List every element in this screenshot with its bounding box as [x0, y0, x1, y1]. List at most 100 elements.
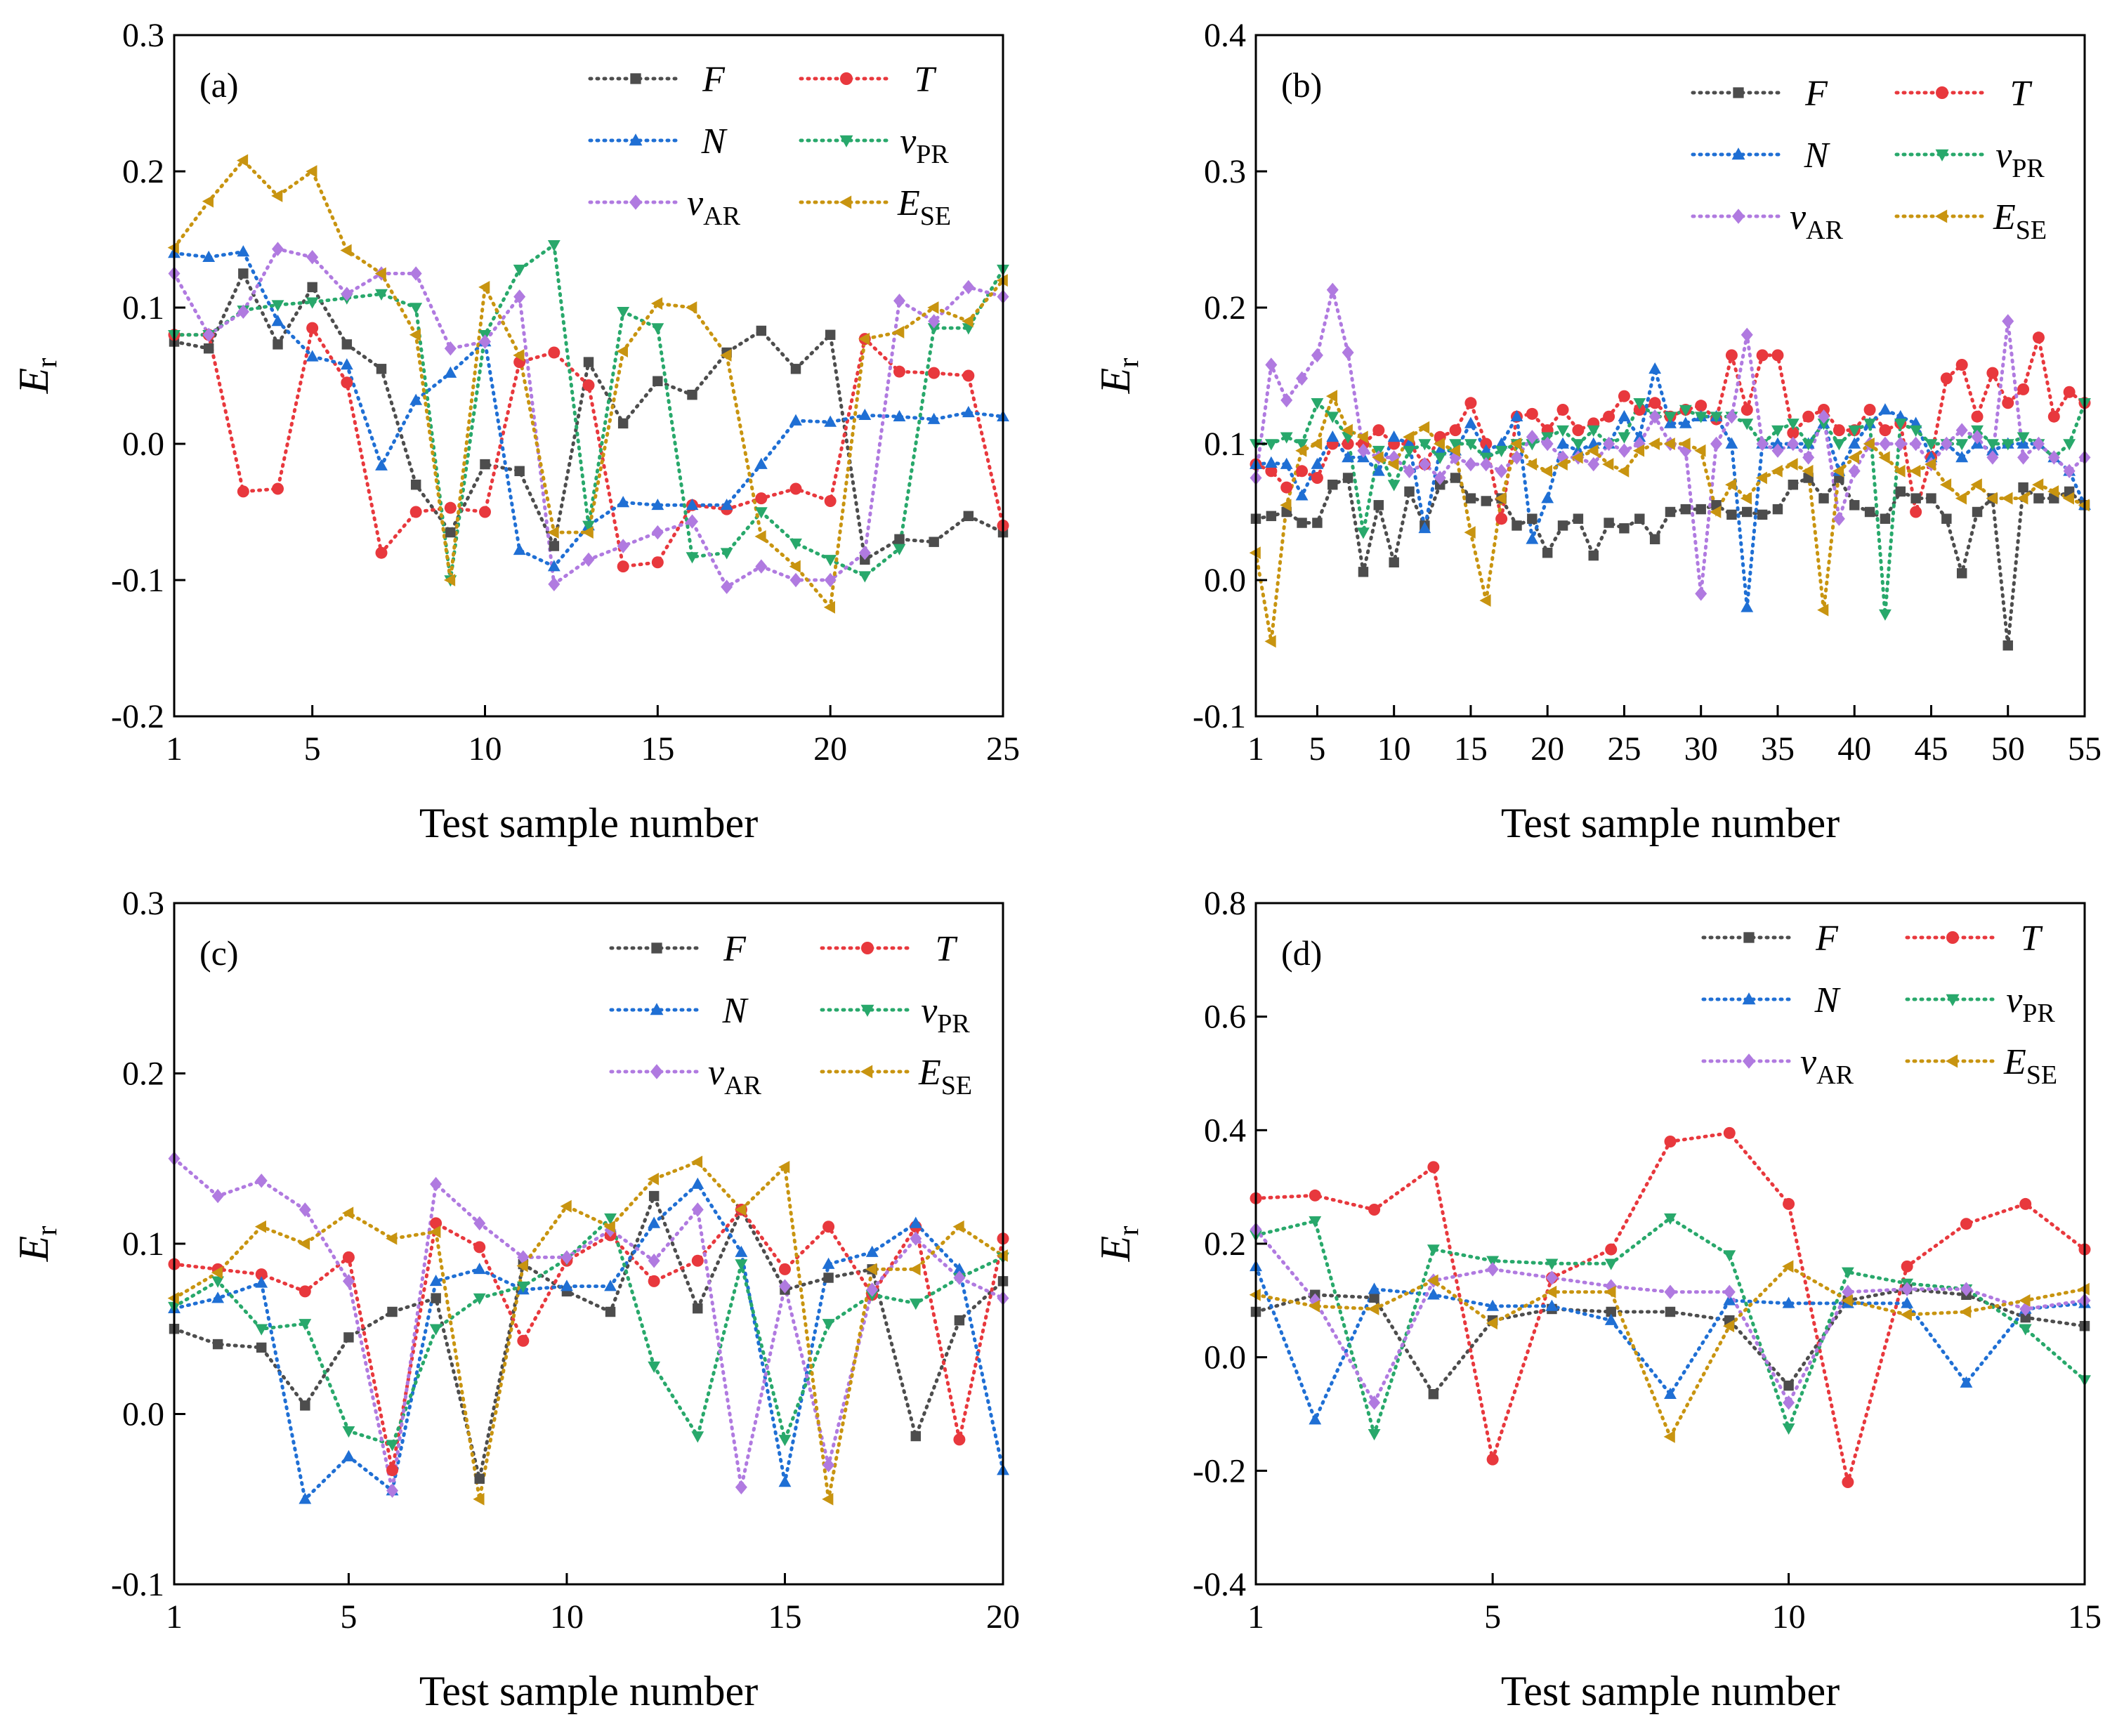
data-point-T [1572, 424, 1585, 437]
data-point-ESE [735, 1203, 747, 1216]
data-point-T [1368, 1204, 1381, 1216]
data-point-ESE [1341, 423, 1353, 437]
data-point-vPR [691, 1431, 704, 1443]
data-point-T [1618, 390, 1630, 402]
x-tick-label: 25 [986, 730, 1020, 768]
data-point-vPR [824, 555, 837, 567]
data-point-vAR [910, 1231, 922, 1246]
data-point-T [1526, 407, 1538, 420]
data-point-ESE [1604, 1285, 1616, 1298]
data-point-vAR [858, 546, 871, 560]
data-point-F [343, 1332, 354, 1343]
data-point-N [893, 409, 906, 421]
legend-label: vAR [708, 1053, 762, 1100]
data-point-F [480, 459, 490, 470]
data-point-vAR [1787, 436, 1799, 452]
data-point-N [444, 366, 457, 378]
data-point-N [306, 350, 319, 362]
data-point-F [1588, 550, 1599, 561]
data-point-N [473, 1263, 486, 1275]
data-point-N [342, 1449, 355, 1461]
data-point-N [789, 414, 802, 426]
data-point-N [1486, 1299, 1500, 1311]
data-point-vPR [1782, 1423, 1795, 1435]
data-point-ESE [516, 1259, 528, 1273]
data-point-vPR [1723, 1250, 1736, 1262]
data-point-T [1986, 367, 1999, 379]
data-point-vAR [824, 572, 837, 588]
legend-item-F: F [1691, 74, 1828, 114]
data-point-F [894, 534, 905, 545]
data-point-ESE [1372, 451, 1384, 464]
x-tick-label: 10 [468, 730, 502, 768]
data-point-F [1481, 496, 1492, 506]
data-point-vAR [866, 1282, 879, 1297]
x-axis-title: Test sample number [419, 1668, 758, 1714]
data-point-N [1909, 416, 1922, 428]
y-axis-title: Er [1092, 358, 1145, 395]
legend-item-F: F [1701, 919, 1839, 959]
legend-label-sub: PR [2022, 999, 2055, 1028]
data-point-T [1480, 438, 1493, 450]
data-point-F [1726, 509, 1737, 520]
data-point-ESE [306, 165, 317, 178]
data-point-N [1311, 457, 1324, 469]
x-tick-label: 20 [986, 1598, 1020, 1636]
legend-marker [840, 72, 853, 85]
data-point-vPR [1863, 419, 1876, 430]
data-point-vPR [858, 571, 872, 583]
legend-marker [1946, 994, 1960, 1006]
data-point-vAR [778, 1279, 791, 1294]
data-point-T [1756, 349, 1769, 362]
data-point-ESE [1909, 464, 1921, 478]
data-point-vAR [386, 1483, 399, 1498]
data-point-ESE [2019, 1294, 2031, 1307]
legend-label-main: N [722, 991, 749, 1031]
x-tick-label: 15 [2068, 1598, 2102, 1636]
data-point-N [651, 498, 664, 511]
data-point-N [1848, 437, 1861, 449]
data-point-vPR [1556, 425, 1569, 437]
legend-item-vAR: vAR [609, 1053, 762, 1100]
y-tick-label: 0.4 [1204, 17, 1246, 54]
data-point-ESE [374, 267, 386, 280]
legend-marker [1946, 931, 1959, 944]
y-axis-title-main: E [1092, 368, 1139, 395]
legend-marker [651, 942, 662, 954]
data-point-T [928, 367, 940, 379]
data-point-vPR [1986, 439, 1999, 451]
data-point-vPR [1464, 439, 1477, 451]
data-point-vAR [1545, 1270, 1558, 1285]
chart-panel-3: 1 5 10 15 20-0.10.00.10.20.3(c)Test sample n… [11, 885, 1020, 1714]
data-point-vPR [1449, 439, 1462, 451]
plot-frame [1254, 902, 2086, 1586]
data-point-ESE [473, 1492, 485, 1506]
legend-label-sub: SE [2026, 1060, 2057, 1090]
data-point-vPR [893, 544, 906, 555]
data-point-vPR [1955, 439, 1969, 451]
data-point-F [1369, 1292, 1379, 1303]
data-point-T [1783, 1197, 1795, 1210]
y-tick-label: 0.0 [1204, 1339, 1246, 1376]
legend-label-main: F [723, 929, 747, 969]
data-point-ESE [340, 244, 352, 257]
data-point-T [2019, 1197, 2032, 1210]
data-point-T [1695, 400, 1707, 412]
y-tick-label: 0.1 [122, 1225, 164, 1263]
data-point-vAR [1342, 345, 1354, 360]
data-point-vAR [1486, 1262, 1499, 1277]
data-point-F [693, 1303, 703, 1314]
data-point-F [1665, 1306, 1676, 1317]
legend-label: vAR [687, 183, 741, 231]
data-point-vAR [686, 514, 698, 529]
data-point-vPR [2001, 439, 2014, 451]
data-point-F [387, 1306, 398, 1317]
data-point-T [822, 1221, 835, 1233]
legend-item-N: N [1691, 136, 1831, 176]
data-point-ESE [2017, 492, 2028, 505]
data-point-N [865, 1245, 879, 1257]
data-point-T [1633, 404, 1646, 416]
data-point-T [651, 556, 664, 569]
data-point-T [342, 1251, 355, 1263]
y-tick-label: -0.1 [111, 562, 164, 599]
